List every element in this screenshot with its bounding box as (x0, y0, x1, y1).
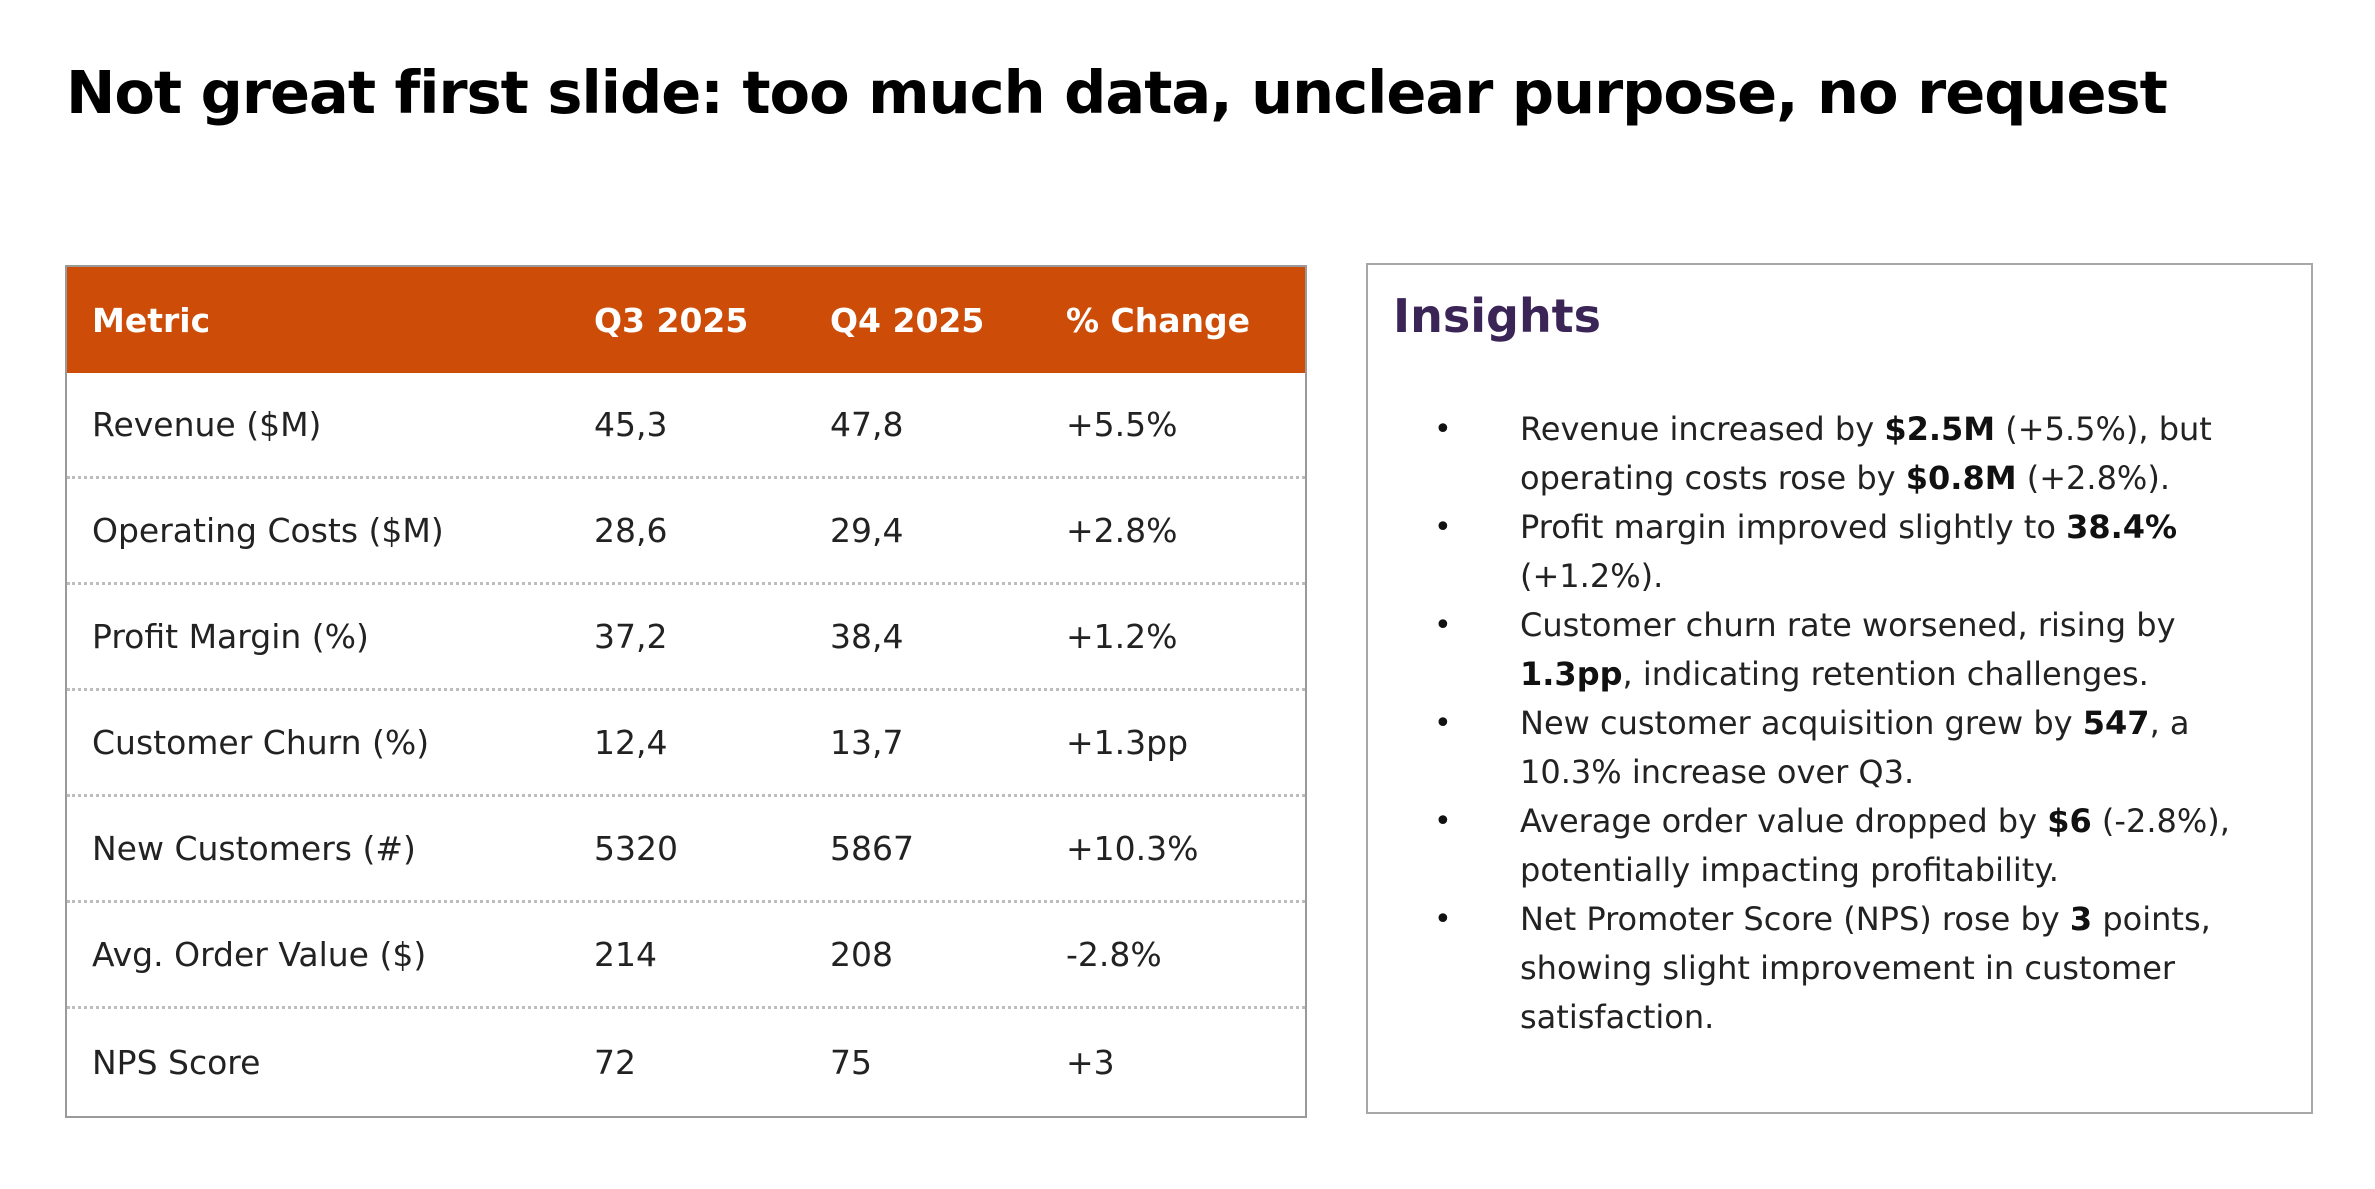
list-item: • Customer churn rate worsened, rising by… (1368, 601, 2311, 699)
cell-q4: 13,7 (830, 723, 904, 762)
bullet-icon: • (1434, 804, 1452, 839)
cell-q4: 208 (830, 935, 893, 974)
insight-text: , a 10.3% increase over Q3. (1520, 704, 2190, 791)
table-row: Avg. Order Value ($) 214 208 -2.8% (67, 903, 1305, 1009)
table-row: New Customers (#) 5320 5867 +10.3% (67, 797, 1305, 903)
header-q3: Q3 2025 (594, 300, 749, 340)
insight-text: (+2.8%). (2016, 459, 2170, 497)
cell-q3: 37,2 (594, 617, 668, 656)
cell-metric: Customer Churn (%) (92, 723, 430, 762)
insight-highlight: 3 (2069, 900, 2093, 938)
insights-list: • Revenue increased by $2.5M (+5.5%), but… (1368, 405, 2311, 1042)
insight-highlight: $6 (2047, 802, 2092, 840)
insight-text: Revenue increased by (1520, 410, 1885, 448)
cell-metric: Avg. Order Value ($) (92, 935, 427, 974)
metrics-table: Metric Q3 2025 Q4 2025 % Change Revenue … (65, 265, 1307, 1118)
bullet-icon: • (1434, 510, 1452, 545)
bullet-icon: • (1434, 412, 1452, 447)
insights-panel: Insights • Revenue increased by $2.5M (+5… (1366, 263, 2313, 1114)
insight-highlight: 1.3pp (1520, 655, 1623, 693)
cell-change: +1.2% (1066, 617, 1178, 656)
cell-change: +1.3pp (1066, 723, 1189, 762)
bullet-icon: • (1434, 608, 1452, 643)
table-row: Customer Churn (%) 12,4 13,7 +1.3pp (67, 691, 1305, 797)
list-item: • Profit margin improved slightly to 38.4… (1368, 503, 2311, 601)
cell-change: +2.8% (1066, 511, 1178, 550)
insight-text: New customer acquisition grew by (1520, 704, 2083, 742)
table-row: Operating Costs ($M) 28,6 29,4 +2.8% (67, 479, 1305, 585)
list-item: • Revenue increased by $2.5M (+5.5%), but… (1368, 405, 2311, 503)
insight-text: Average order value dropped by (1520, 802, 2048, 840)
insight-highlight: $0.8M (1905, 459, 2017, 497)
cell-change: +3 (1066, 1042, 1115, 1082)
insight-text: (-2.8%), potentially impacting profitabi… (1520, 802, 2230, 889)
table-row: NPS Score 72 75 +3 (67, 1009, 1305, 1115)
cell-q4: 5867 (830, 829, 914, 868)
insight-text: Net Promoter Score (NPS) rose by (1520, 900, 2070, 938)
insight-text: points, showing slight improvement in cu… (1520, 900, 2211, 1036)
cell-metric: Profit Margin (%) (92, 617, 369, 656)
table-row: Profit Margin (%) 37,2 38,4 +1.2% (67, 585, 1305, 691)
insight-highlight: 547 (2082, 704, 2150, 742)
cell-q4: 47,8 (830, 405, 904, 444)
cell-q3: 12,4 (594, 723, 668, 762)
cell-change: +10.3% (1066, 829, 1199, 868)
header-metric: Metric (92, 300, 211, 340)
bullet-icon: • (1434, 902, 1452, 937)
insights-title: Insights (1393, 289, 1602, 343)
cell-metric: Operating Costs ($M) (92, 511, 444, 550)
list-item: • Net Promoter Score (NPS) rose by 3 poin… (1368, 895, 2311, 1042)
cell-metric: Revenue ($M) (92, 405, 322, 444)
insight-text: Customer churn rate worsened, rising by (1520, 606, 2176, 644)
insight-highlight: 38.4% (2066, 508, 2178, 546)
bullet-icon: • (1434, 706, 1452, 741)
header-change: % Change (1066, 300, 1251, 340)
slide-title: Not great first slide: too much data, un… (66, 58, 2168, 127)
cell-metric: New Customers (#) (92, 829, 416, 868)
cell-q3: 28,6 (594, 511, 668, 550)
list-item: • Average order value dropped by $6 (-2.8… (1368, 797, 2311, 895)
insight-text: (+1.2%). (1520, 557, 1664, 595)
insight-text: (+5.5%), but operating costs rose by (1520, 410, 2212, 497)
cell-q3: 45,3 (594, 405, 668, 444)
cell-q3: 214 (594, 935, 657, 974)
cell-q3: 5320 (594, 829, 678, 868)
cell-q3: 72 (594, 1042, 636, 1082)
cell-change: -2.8% (1066, 935, 1162, 974)
header-q4: Q4 2025 (830, 300, 985, 340)
cell-metric: NPS Score (92, 1042, 261, 1082)
insight-text: Profit margin improved slightly to (1520, 508, 2067, 546)
table-header-row: Metric Q3 2025 Q4 2025 % Change (67, 267, 1305, 373)
cell-change: +5.5% (1066, 405, 1178, 444)
cell-q4: 75 (830, 1042, 872, 1082)
table-row: Revenue ($M) 45,3 47,8 +5.5% (67, 373, 1305, 479)
cell-q4: 38,4 (830, 617, 904, 656)
list-item: • New customer acquisition grew by 547, a… (1368, 699, 2311, 797)
insight-text: , indicating retention challenges. (1622, 655, 2149, 693)
cell-q4: 29,4 (830, 511, 904, 550)
insight-highlight: $2.5M (1884, 410, 1996, 448)
